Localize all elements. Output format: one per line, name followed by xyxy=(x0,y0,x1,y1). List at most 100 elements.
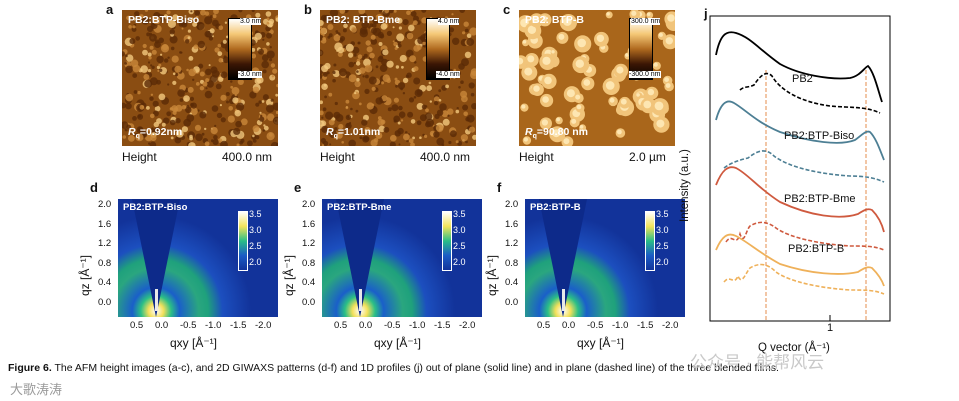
profile-b-ip xyxy=(723,263,885,295)
giwaxs-y-tick: 0.4 xyxy=(505,277,519,288)
figure-caption: Figure 6. The AFM height images (a-c), a… xyxy=(8,362,953,375)
giwaxs-colorbar-tick: 2.0 xyxy=(249,257,262,267)
giwaxs-x-tick: 0.0 xyxy=(155,320,169,331)
giwaxs-image-e: PB2:BTP-Bme 3.5 3.0 2.5 2.0 xyxy=(322,199,482,317)
giwaxs-colorbar-tick: 3.0 xyxy=(249,225,262,235)
profile-xlabel: Q vector (Å⁻¹) xyxy=(758,342,830,354)
giwaxs-x-tick: -1.0 xyxy=(409,320,426,331)
panel-letter-c: c xyxy=(503,2,511,17)
profile-bme-ip xyxy=(725,221,885,251)
giwaxs-y-tick: 1.2 xyxy=(98,238,112,249)
giwaxs-y-tick: 0.4 xyxy=(302,277,316,288)
afm-colorbar-top-label: 300.0 nm xyxy=(631,18,661,25)
wechat-watermark: 公众号 · 能帮风云 xyxy=(690,353,825,372)
giwaxs-y-tick: 0.0 xyxy=(302,296,316,308)
giwaxs-x-tick: -2.0 xyxy=(662,320,679,331)
giwaxs-y-tick: 1.2 xyxy=(302,238,316,249)
profile-biso-ip xyxy=(723,150,885,183)
giwaxs-colorbar xyxy=(645,211,655,271)
afm-scale-label: 400.0 nm xyxy=(420,150,471,164)
giwaxs-x-tick: -0.5 xyxy=(384,320,401,331)
giwaxs-y-tick: 0.0 xyxy=(98,296,112,308)
afm-colorbar xyxy=(426,18,450,80)
profile-label-pb2: PB2 xyxy=(792,73,813,85)
caption-figure-number: Figure 6. xyxy=(8,362,52,374)
giwaxs-y-tick: 1.6 xyxy=(98,218,112,230)
afm-colorbar-bottom-label: -300.0 nm xyxy=(629,71,661,78)
profile-label-b: PB2:BTP-B xyxy=(788,243,845,255)
caption-text: The AFM height images (a-c), and 2D GIWA… xyxy=(51,362,779,374)
giwaxs-x-tick: -1.0 xyxy=(612,320,629,331)
giwaxs-y-tick: 2.0 xyxy=(98,199,112,210)
giwaxs-y-tick: 1.2 xyxy=(505,238,519,249)
afm-height-label: Height xyxy=(320,150,355,164)
profile-ylabel: Intensity (a.u.) xyxy=(679,149,691,222)
profile-xtick: 1 xyxy=(827,322,834,334)
giwaxs-image-f: PB2:BTP-B 3.5 3.0 2.5 2.0 xyxy=(525,199,685,317)
profile-pb2-ip xyxy=(739,72,881,114)
afm-roughness: Rq=90.80 nm xyxy=(525,125,588,140)
giwaxs-xlabel: qxy [Å⁻¹] xyxy=(374,336,422,350)
afm-scale-label: 400.0 nm xyxy=(222,150,273,164)
panel-letter-f: f xyxy=(497,180,502,195)
afm-colorbar xyxy=(629,18,653,80)
giwaxs-colorbar-tick: 2.5 xyxy=(453,241,466,251)
giwaxs-ylabel: qz [Å⁻¹] xyxy=(282,254,296,296)
afm-image-c: PB2: BTP-B Rq=90.80 nm 300.0 nm -300.0 nm xyxy=(519,10,675,146)
giwaxs-xlabel: qxy [Å⁻¹] xyxy=(170,336,218,350)
giwaxs-x-tick: -1.0 xyxy=(205,320,222,331)
giwaxs-xlabel: qxy [Å⁻¹] xyxy=(577,336,625,350)
afm-scale-label: 2.0 µm xyxy=(629,150,666,164)
giwaxs-y-tick: 2.0 xyxy=(302,199,316,210)
panel-letter-j: j xyxy=(704,6,708,21)
afm-height-label: Height xyxy=(519,150,554,164)
afm-height-label: Height xyxy=(122,150,157,164)
giwaxs-x-tick: -0.5 xyxy=(180,320,197,331)
giwaxs-sample-name: PB2:BTP-Biso xyxy=(123,202,188,213)
profile-b-oop xyxy=(715,233,885,287)
afm-sample-name: PB2:BTP-Biso xyxy=(128,14,200,26)
giwaxs-x-tick: -1.5 xyxy=(230,320,247,331)
afm-colorbar-bottom-label: -3.0 nm xyxy=(238,71,262,78)
giwaxs-y-tick: 0.4 xyxy=(98,277,112,288)
panel-letter-e: e xyxy=(294,180,302,195)
giwaxs-x-tick: -1.5 xyxy=(434,320,451,331)
giwaxs-ylabel: qz [Å⁻¹] xyxy=(485,254,499,296)
giwaxs-x-tick: -1.5 xyxy=(637,320,654,331)
panel-letter-b: b xyxy=(304,2,312,17)
giwaxs-colorbar-tick: 3.5 xyxy=(249,209,262,219)
giwaxs-y-tick: 0.0 xyxy=(505,296,519,308)
giwaxs-x-tick: 0.0 xyxy=(359,320,373,331)
giwaxs-colorbar-tick: 3.5 xyxy=(656,209,669,219)
giwaxs-x-tick: 0.5 xyxy=(537,320,551,331)
giwaxs-sample-name: PB2:BTP-Bme xyxy=(327,202,392,213)
giwaxs-colorbar-tick: 2.5 xyxy=(249,241,262,251)
giwaxs-colorbar xyxy=(442,211,452,271)
bottom-watermark: 大歌涛涛 xyxy=(10,382,63,397)
profile-label-biso: PB2:BTP-Biso xyxy=(784,130,855,142)
giwaxs-y-tick: 2.0 xyxy=(505,199,519,210)
giwaxs-y-tick: 0.8 xyxy=(505,257,519,269)
afm-roughness: Rq=0.92nm xyxy=(128,125,183,140)
afm-colorbar-top-label: 3.0 nm xyxy=(240,18,262,25)
giwaxs-x-tick: 0.0 xyxy=(562,320,576,331)
afm-image-b: PB2: BTP-Bme Rq=1.01nm 4.0 nm -4.0 nm xyxy=(320,10,476,146)
giwaxs-y-tick: 0.8 xyxy=(98,257,112,269)
profile-bme-oop xyxy=(715,166,885,233)
profile-plot xyxy=(709,15,891,322)
giwaxs-colorbar-tick: 2.5 xyxy=(656,241,669,251)
giwaxs-colorbar-tick: 3.0 xyxy=(453,225,466,235)
giwaxs-y-tick: 1.6 xyxy=(302,218,316,230)
giwaxs-sample-name: PB2:BTP-B xyxy=(530,202,581,213)
afm-colorbar-top-label: 4.0 nm xyxy=(438,18,460,25)
afm-roughness: Rq=1.01nm xyxy=(326,125,381,140)
afm-sample-name: PB2: BTP-Bme xyxy=(326,14,401,26)
afm-colorbar-bottom-label: -4.0 nm xyxy=(436,71,460,78)
giwaxs-ylabel: qz [Å⁻¹] xyxy=(78,254,92,296)
panel-letter-a: a xyxy=(106,2,114,17)
giwaxs-colorbar-tick: 2.0 xyxy=(453,257,466,267)
afm-image-a: PB2:BTP-Biso Rq=0.92nm 3.0 nm -3.0 nm xyxy=(122,10,278,146)
giwaxs-x-tick: -0.5 xyxy=(587,320,604,331)
panel-letter-d: d xyxy=(90,180,98,195)
giwaxs-x-tick: -2.0 xyxy=(255,320,272,331)
